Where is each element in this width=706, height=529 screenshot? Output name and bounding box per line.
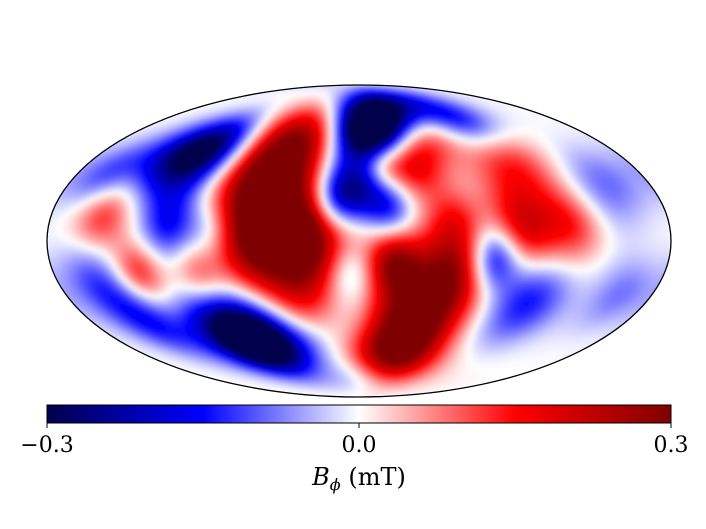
colorbar-label-symbol: B: [311, 463, 330, 491]
colorbar-label: Bϕ (mT): [311, 463, 406, 494]
colorbar-tick-label: 0.0: [342, 433, 377, 458]
colorbar: −0.3 0.0 0.3 Bϕ (mT): [20, 404, 689, 494]
map-outline: [46, 84, 672, 398]
colorbar-label-units: (mT): [341, 463, 406, 491]
colorbar-bar: [46, 404, 672, 424]
mollweide-map: [46, 84, 672, 398]
colorbar-tick-label: 0.3: [654, 433, 689, 458]
colorbar-ticks: −0.3 0.0 0.3: [20, 423, 689, 458]
colorbar-tick-label: −0.3: [20, 433, 73, 458]
colorbar-label-subscript: ϕ: [330, 475, 341, 494]
heatmap-image: [47, 85, 671, 397]
